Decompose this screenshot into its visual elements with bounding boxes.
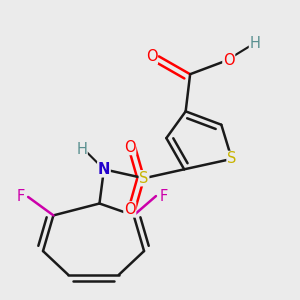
Text: F: F	[16, 190, 25, 205]
Text: H: H	[76, 142, 87, 158]
Text: S: S	[227, 152, 236, 166]
Text: F: F	[159, 189, 167, 204]
Text: S: S	[140, 171, 149, 186]
Text: O: O	[124, 202, 136, 217]
Text: O: O	[223, 53, 235, 68]
Text: N: N	[98, 162, 110, 177]
Text: O: O	[146, 49, 157, 64]
Text: O: O	[124, 140, 136, 154]
Text: H: H	[250, 35, 260, 50]
